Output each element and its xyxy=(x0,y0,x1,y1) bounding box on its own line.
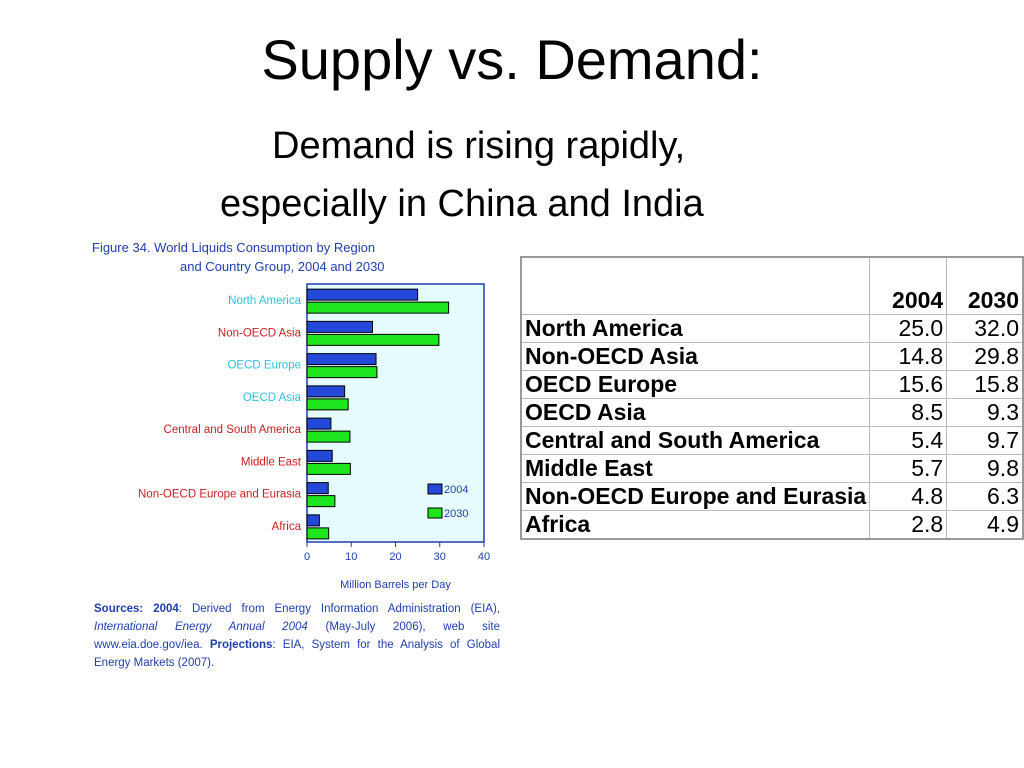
table-cell-region: North America xyxy=(520,314,871,343)
table-row: Africa 2.8 4.9 xyxy=(520,510,1024,540)
legend-swatch-2030 xyxy=(427,507,443,519)
x-axis-title: Million Barrels per Day xyxy=(340,579,451,591)
bar-2004 xyxy=(306,417,332,430)
table-header-region xyxy=(520,256,871,315)
bar-2004 xyxy=(306,514,320,527)
table-cell-region: OECD Asia xyxy=(520,398,871,427)
table-cell-2004: 8.5 xyxy=(869,398,948,427)
category-label: OECD Europe xyxy=(227,360,301,372)
figure-title-line-2: and Country Group, 2004 and 2030 xyxy=(180,259,385,274)
table-row: Non-OECD Asia 14.8 29.8 xyxy=(520,342,1024,371)
table-cell-2004: 4.8 xyxy=(869,482,948,511)
table-row: Non-OECD Europe and Eurasia 4.8 6.3 xyxy=(520,482,1024,511)
bar-2030 xyxy=(306,301,450,314)
table-cell-2030: 9.7 xyxy=(946,426,1024,455)
slide-subtitle-line-1: Demand is rising rapidly, xyxy=(272,125,686,167)
bar-2030 xyxy=(306,430,351,443)
sources-text-2: (May-July 2006), web site www.eia.doe.go… xyxy=(94,621,500,651)
figure-title-line-1: World Liquids Consumption by Region xyxy=(154,240,376,255)
sources-text-1: : Derived from Energy Information Admini… xyxy=(178,603,500,615)
x-tick-label: 10 xyxy=(345,551,357,563)
table-cell-2030: 9.8 xyxy=(946,454,1024,483)
table-cell-region: Non-OECD Asia xyxy=(520,342,871,371)
figure-caption: Figure 34. World Liquids Consumption by … xyxy=(92,238,502,276)
table-cell-region: Africa xyxy=(520,510,871,540)
table-row: North America 25.0 32.0 xyxy=(520,314,1024,343)
bar-2030 xyxy=(306,398,349,411)
consumption-bar-chart: North America Non-OECD Asia OECD Europe OEC… xyxy=(138,283,490,591)
table-cell-region: Middle East xyxy=(520,454,871,483)
bar-2030 xyxy=(306,527,330,540)
table-cell-2004: 25.0 xyxy=(869,314,948,343)
table-cell-region: Non-OECD Europe and Eurasia xyxy=(520,482,871,511)
bar-2004 xyxy=(306,385,346,398)
bar-2004 xyxy=(306,353,377,366)
sources-projections: Projections xyxy=(209,639,273,651)
bar-2030 xyxy=(306,333,440,346)
bar-2004 xyxy=(306,482,329,495)
table-cell-2030: 15.8 xyxy=(946,370,1024,399)
legend-label-2030: 2030 xyxy=(444,508,468,520)
sources-prefix: Sources: xyxy=(94,603,144,615)
table-cell-2004: 5.7 xyxy=(869,454,948,483)
bar-2030 xyxy=(306,462,351,475)
table-row: Central and South America 5.4 9.7 xyxy=(520,426,1024,455)
sources-year-2004: 2004 xyxy=(153,603,179,615)
x-tick-label: 30 xyxy=(434,551,446,563)
table-header-2030: 2030 xyxy=(946,256,1024,315)
bar-2004 xyxy=(306,288,419,301)
category-label: Non-OECD Europe and Eurasia xyxy=(138,489,302,501)
x-tick-label: 40 xyxy=(478,551,490,563)
sources-publication: International Energy Annual 2004 xyxy=(94,621,308,633)
table-cell-region: Central and South America xyxy=(520,426,871,455)
table-row: Middle East 5.7 9.8 xyxy=(520,454,1024,483)
table-row: OECD Europe 15.6 15.8 xyxy=(520,370,1024,399)
figure-sources: Sources: 2004: Derived from Energy Infor… xyxy=(94,600,500,672)
table-cell-2030: 9.3 xyxy=(946,398,1024,427)
bar-2030 xyxy=(306,495,336,508)
table-cell-region: OECD Europe xyxy=(520,370,871,399)
category-label: Africa xyxy=(272,521,302,533)
legend-label-2004: 2004 xyxy=(444,484,468,496)
x-tick-label: 0 xyxy=(304,551,310,563)
table-cell-2004: 14.8 xyxy=(869,342,948,371)
bar-2004 xyxy=(306,320,373,333)
table-cell-2030: 32.0 xyxy=(946,314,1024,343)
table-row: OECD Asia 8.5 9.3 xyxy=(520,398,1024,427)
figure-label: Figure 34. xyxy=(92,240,151,255)
table-cell-2030: 4.9 xyxy=(946,510,1024,540)
table-cell-2030: 29.8 xyxy=(946,342,1024,371)
table-header-2004: 2004 xyxy=(869,256,948,315)
category-label: OECD Asia xyxy=(243,392,302,404)
legend-swatch-2004 xyxy=(427,483,443,495)
x-tick-label: 20 xyxy=(389,551,401,563)
category-label: Non-OECD Asia xyxy=(218,327,302,339)
bar-2030 xyxy=(306,366,378,379)
table-cell-2004: 5.4 xyxy=(869,426,948,455)
table-header-row: 2004 2030 xyxy=(520,256,1024,315)
table-cell-2030: 6.3 xyxy=(946,482,1024,511)
slide-subtitle-line-2: especially in China and India xyxy=(220,183,704,225)
slide-title: Supply vs. Demand: xyxy=(261,28,763,91)
table-cell-2004: 15.6 xyxy=(869,370,948,399)
bar-2004 xyxy=(306,449,333,462)
table-cell-2004: 2.8 xyxy=(869,510,948,540)
category-label: North America xyxy=(228,295,301,307)
category-label: Middle East xyxy=(241,456,302,468)
consumption-table: 2004 2030 North America 25.0 32.0 Non-OE… xyxy=(520,256,1024,540)
sources-text-3: : EIA, System for the Analysis of Global… xyxy=(94,639,500,669)
category-label: Central and South America xyxy=(164,424,302,436)
